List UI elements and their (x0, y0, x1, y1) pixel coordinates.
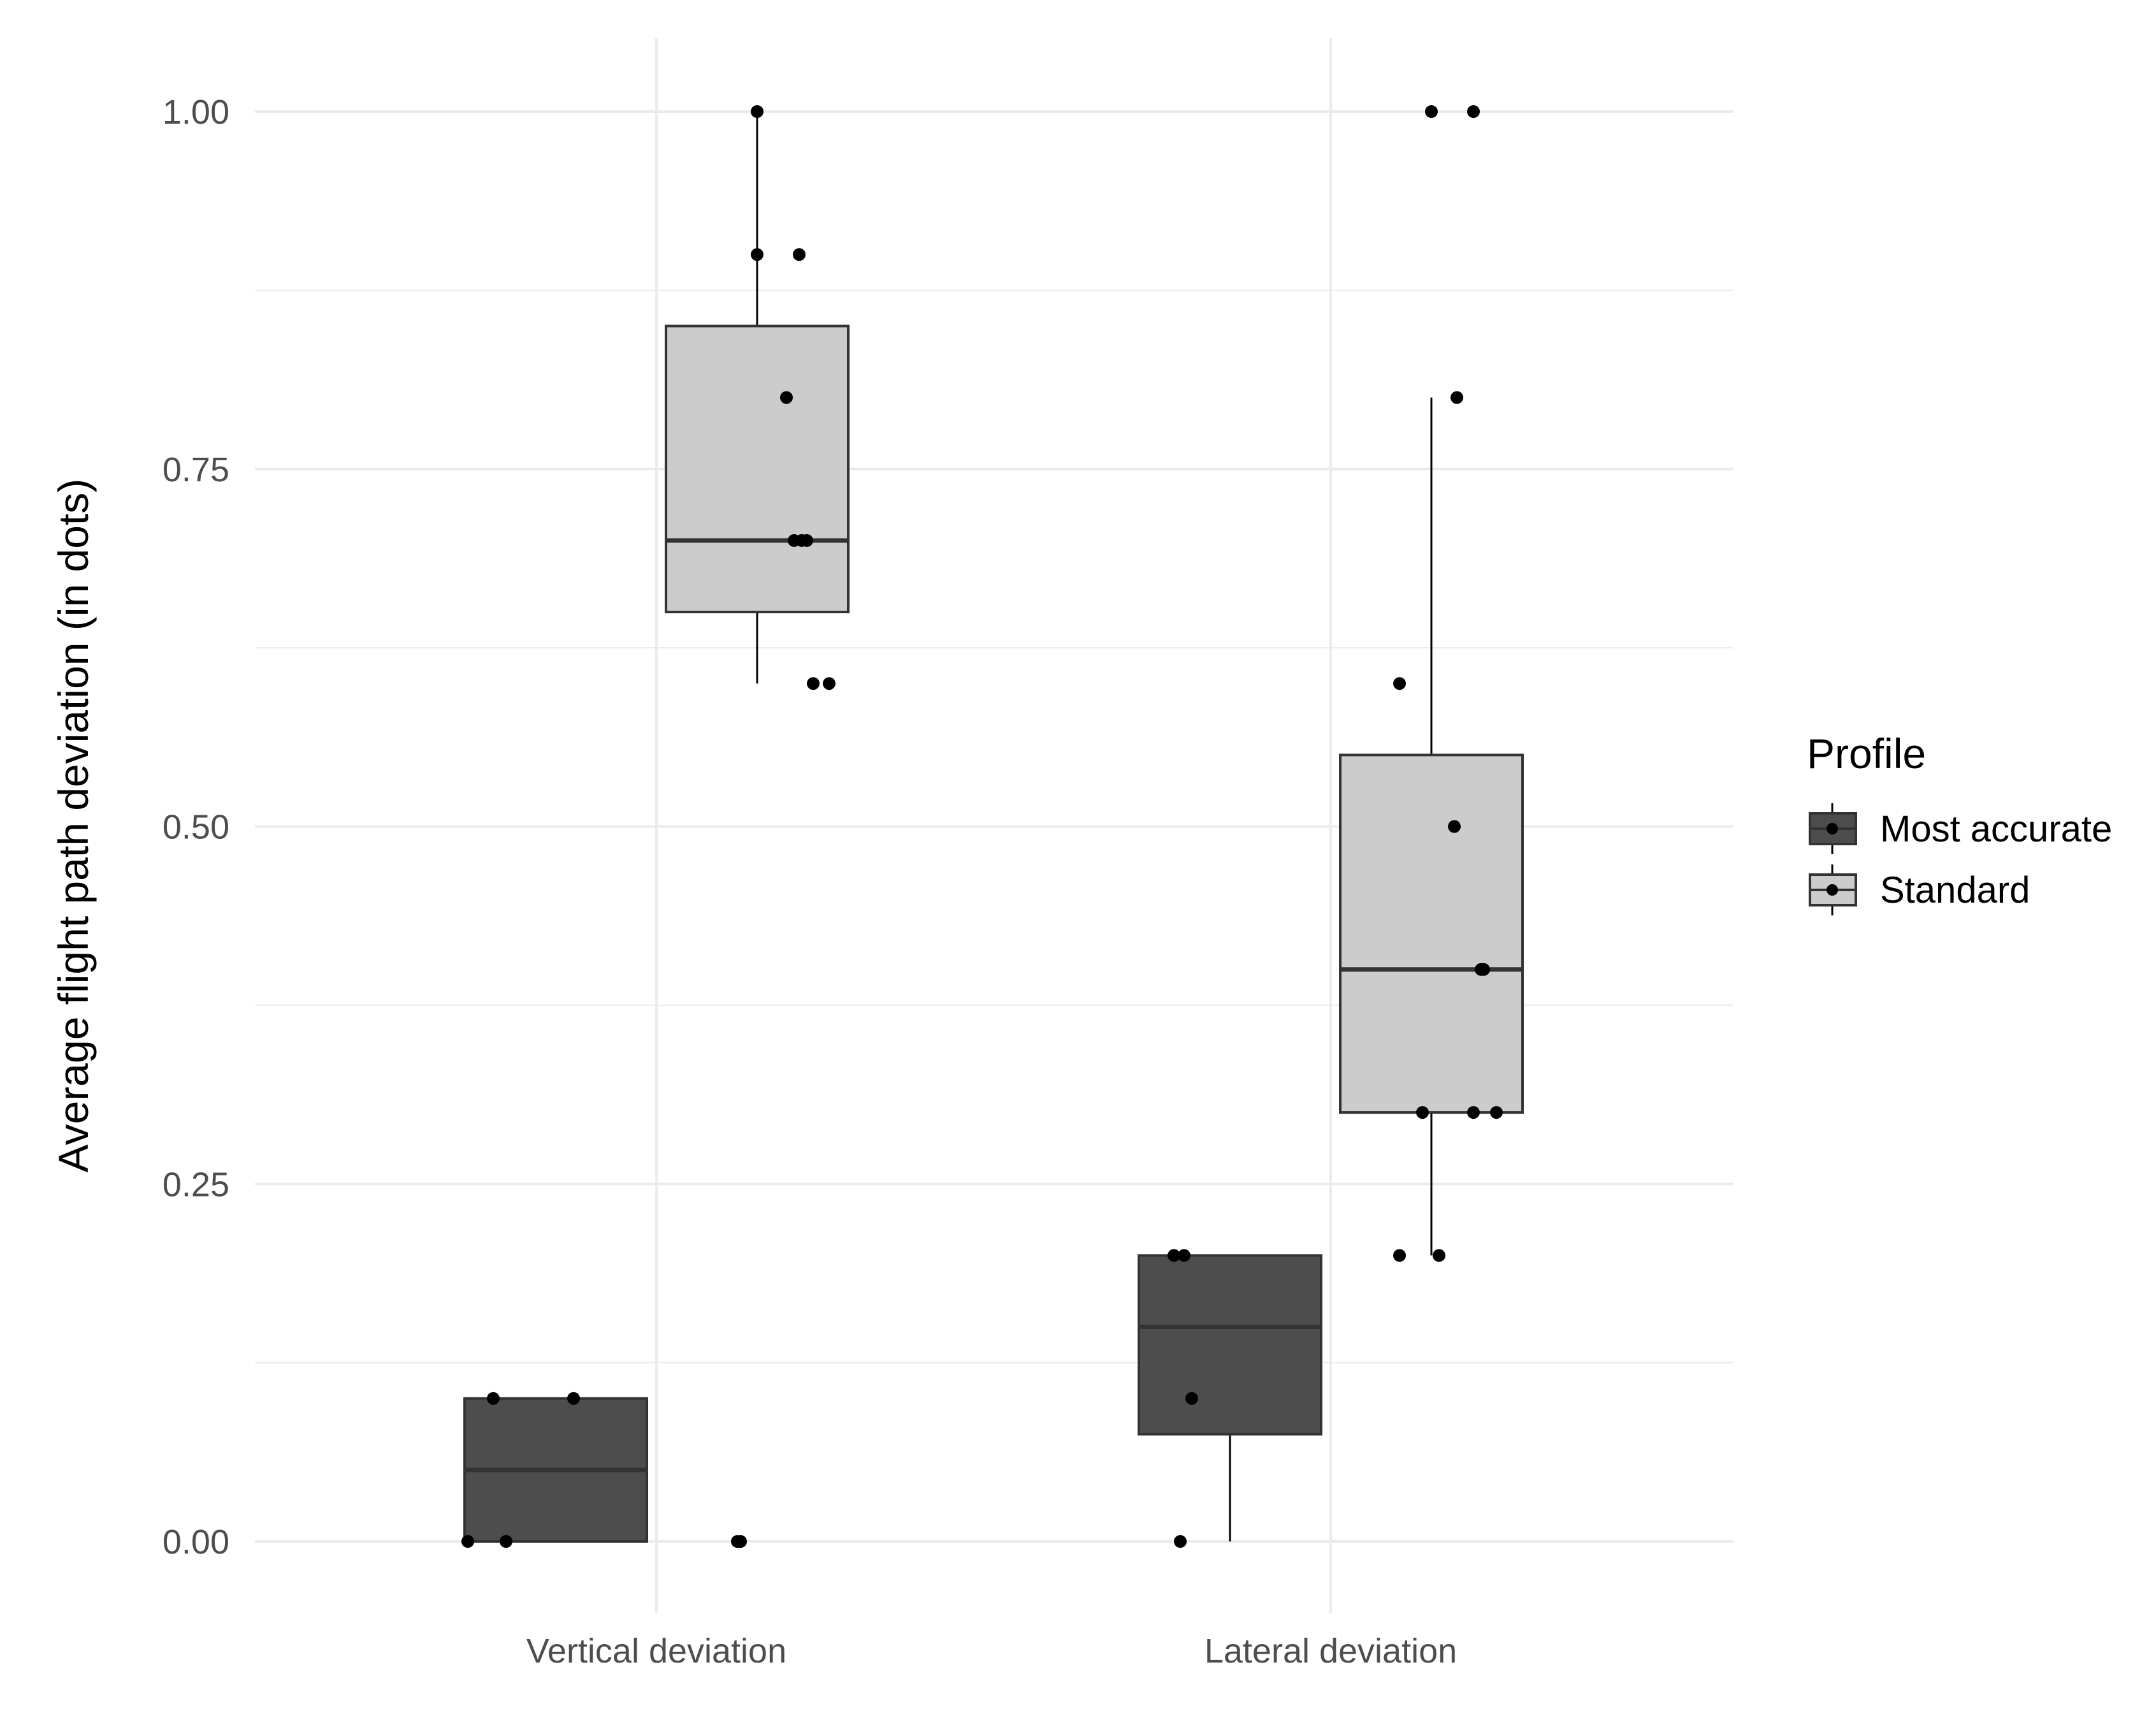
legend-label: Most accurate (1880, 808, 2112, 850)
legend-key-point (1827, 823, 1838, 834)
legend-label: Standard (1880, 870, 2030, 911)
data-point (1393, 677, 1406, 690)
y-axis-label: Average flight path deviation (in dots) (50, 479, 97, 1172)
box-body (1339, 754, 1524, 1114)
y-axis-ticks: 0.00 0.25 0.50 0.75 1.00 (163, 93, 229, 1561)
box-layer (463, 112, 1524, 1543)
x-tick-label: Vertical deviation (526, 1632, 786, 1670)
x-tick-label: Lateral deviation (1205, 1632, 1457, 1670)
data-point (1174, 1535, 1187, 1548)
data-point (1416, 1106, 1429, 1119)
data-point (487, 1392, 500, 1405)
y-tick-label: 1.00 (163, 93, 229, 131)
box-body (665, 324, 850, 614)
legend-key-point (1827, 884, 1838, 896)
data-point (1451, 391, 1463, 404)
legend-title: Profile (1807, 730, 1926, 777)
point-layer (461, 105, 1503, 1548)
y-tick-label: 0.50 (163, 808, 229, 847)
data-point (1490, 1106, 1503, 1119)
data-point (807, 677, 820, 690)
data-point (788, 534, 800, 547)
data-point (780, 391, 793, 404)
box-body (1138, 1254, 1322, 1436)
data-point (1393, 1249, 1406, 1262)
box-standard-lateral-deviation (1339, 397, 1524, 1256)
data-point (751, 105, 763, 118)
data-point (1425, 105, 1438, 118)
data-point (1185, 1392, 1198, 1405)
box-standard-vertical-deviation (665, 112, 850, 684)
data-point (1475, 963, 1487, 976)
legend-item-most-accurate: Most accurate (1809, 803, 2112, 854)
data-point (1467, 105, 1480, 118)
y-tick-label: 0.00 (163, 1523, 229, 1561)
data-point (1178, 1249, 1190, 1262)
legend: Profile Most accurate Standard (1807, 730, 2112, 915)
box-most-accurate-vertical-deviation (463, 1397, 648, 1543)
data-point (793, 248, 806, 261)
data-point (1467, 1106, 1480, 1119)
legend-item-standard: Standard (1809, 864, 2030, 915)
box-most-accurate-lateral-deviation (1138, 1254, 1322, 1541)
data-point (500, 1535, 512, 1548)
x-axis-ticks: Vertical deviation Lateral deviation (526, 1632, 1457, 1670)
data-point (823, 677, 836, 690)
data-point (1433, 1249, 1445, 1262)
data-point (1448, 820, 1461, 833)
y-tick-label: 0.25 (163, 1165, 229, 1204)
data-point (567, 1392, 580, 1405)
data-point (731, 1535, 744, 1548)
data-point (461, 1535, 474, 1548)
y-tick-label: 0.75 (163, 451, 229, 489)
data-point (751, 248, 763, 261)
data-point (1168, 1249, 1180, 1262)
data-point (800, 534, 813, 547)
